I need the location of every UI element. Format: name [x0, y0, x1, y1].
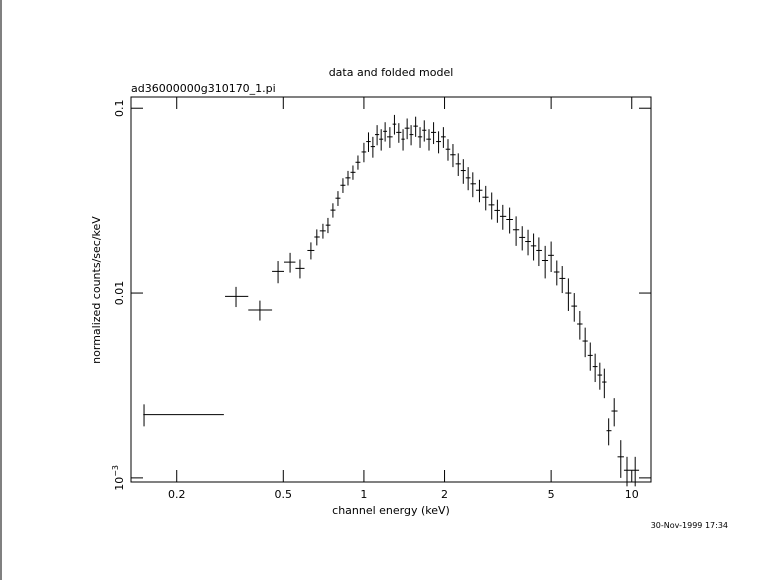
y-tick-label-exponent: −3 [111, 465, 120, 477]
x-tick-label: 0.5 [275, 488, 293, 501]
y-axis-label: normalized counts/sec/keV [90, 216, 103, 364]
x-axis-label: channel energy (keV) [332, 504, 450, 517]
x-tick-label: 10 [625, 488, 639, 501]
y-tick-label-base: 10 [113, 477, 126, 491]
footer-date: 30-Nov-1999 17:34 [651, 521, 728, 530]
y-tick-label: 0.1 [113, 99, 126, 117]
x-tick-label: 2 [441, 488, 448, 501]
x-tick-label: 1 [360, 488, 367, 501]
x-tick-label: 0.2 [168, 488, 186, 501]
y-tick-label: 10−3 [111, 465, 126, 491]
chart-title: data and folded model [329, 66, 454, 79]
y-tick-label: 0.01 [113, 281, 126, 306]
plot-frame [130, 96, 652, 483]
chart-subtitle: ad36000000g310170_1.pi [131, 82, 276, 95]
x-tick-label: 5 [548, 488, 555, 501]
